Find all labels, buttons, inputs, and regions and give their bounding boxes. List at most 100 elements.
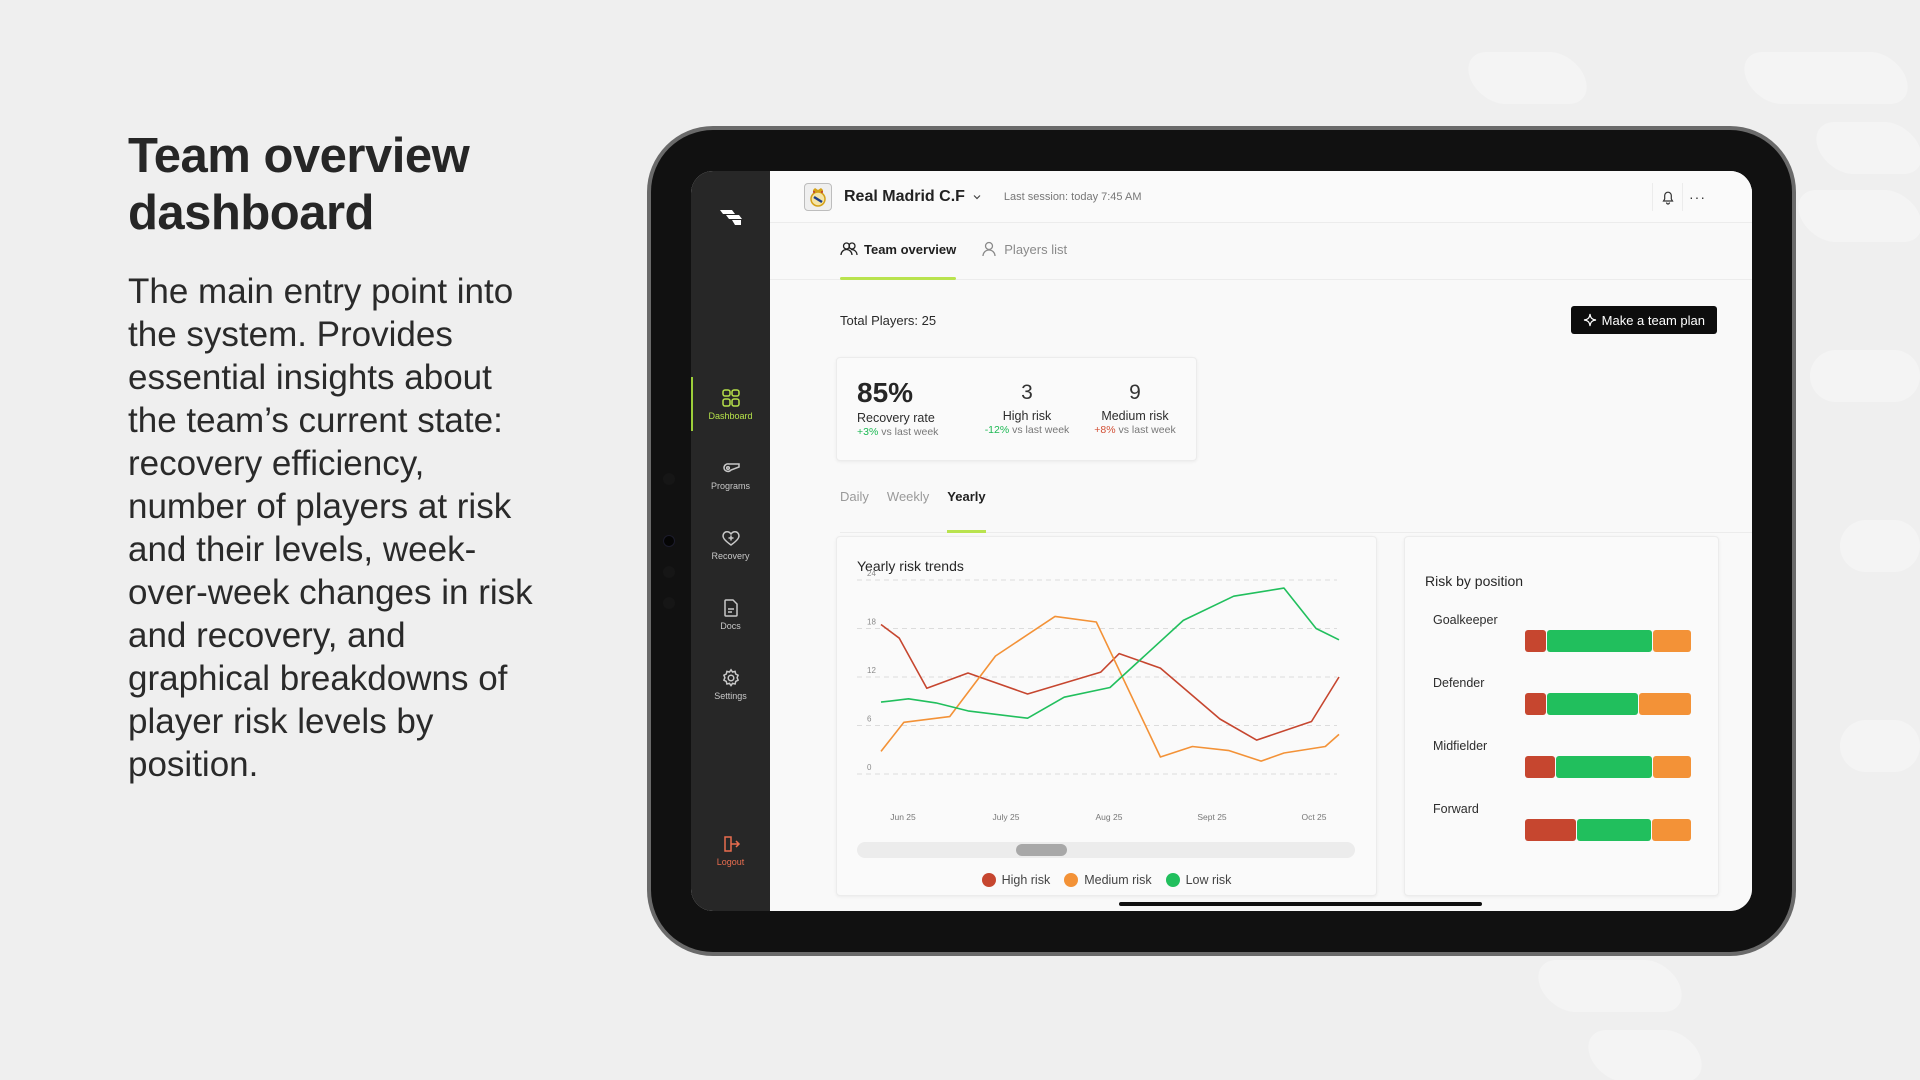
ipad-volume-button [796, 126, 842, 130]
position-row-defender: Defender [1433, 676, 1703, 715]
ipad-volume-button [741, 126, 787, 130]
high-risk-dot-icon [981, 873, 996, 887]
series-line-high-risk [880, 623, 1340, 741]
kpi-card: 85% Recovery rate +3% vs last week 3 Hig… [836, 357, 1197, 461]
risk-stacked-bar[interactable] [1525, 630, 1691, 652]
bell-icon [1661, 191, 1674, 205]
sidebar: Dashboard Programs Recovery [691, 171, 770, 911]
logout-label: Logout [716, 856, 745, 867]
slide-heading: Team overview dashboard [128, 129, 470, 240]
sparkle-icon [1583, 313, 1596, 327]
bar-segment-low-risk[interactable] [1547, 693, 1638, 715]
bar-segment-low-risk[interactable] [1555, 756, 1653, 778]
bar-segment-medium-risk[interactable] [1638, 693, 1691, 715]
bar-segment-high-risk[interactable] [1525, 756, 1555, 778]
y-tick-label: 12 [867, 666, 876, 675]
sidebar-item-dashboard[interactable]: Dashboard [691, 369, 770, 439]
bar-segment-medium-risk[interactable] [1653, 630, 1691, 652]
tab-daily[interactable]: Daily [840, 489, 869, 504]
gear-icon [722, 667, 739, 687]
kpi-label: Medium risk [1101, 409, 1169, 423]
tab-players-list[interactable]: Players list [980, 223, 1067, 279]
plan-button-label: Make a team plan [1601, 312, 1705, 328]
ipad-sensor [663, 566, 675, 578]
chart-legend: High risk Medium risk Low risk [837, 873, 1376, 887]
ipad-sensor [663, 473, 675, 485]
app-logo-icon [720, 210, 742, 225]
chart-scrollbar[interactable] [857, 842, 1355, 858]
heart-plus-icon [721, 530, 740, 546]
risk-stacked-bar[interactable] [1525, 819, 1691, 841]
x-tick-label: Aug 25 [1096, 812, 1123, 822]
tab-yearly[interactable]: Yearly [947, 481, 986, 533]
kpi-delta: -12% vs last week [984, 424, 1070, 436]
kpi-high-risk: 3 High risk -12% vs last week [973, 378, 1081, 460]
main-content: Real Madrid C.F Last session: today 7:45… [770, 171, 1752, 911]
club-name[interactable]: Real Madrid C.F [844, 187, 965, 205]
document-icon [723, 598, 738, 617]
kpi-label: High risk [1002, 409, 1052, 423]
users-icon [840, 242, 858, 256]
legend-low-risk[interactable]: Low risk [1165, 873, 1231, 887]
more-options-button[interactable]: ··· [1682, 183, 1712, 211]
y-tick-label: 0 [867, 763, 872, 772]
user-icon [982, 241, 996, 257]
position-row-midfielder: Midfielder [1433, 739, 1703, 778]
make-team-plan-button[interactable]: Make a team plan [1570, 306, 1717, 334]
kpi-value: 3 [1021, 381, 1033, 404]
slide-copy: Team overview dashboard The main entry p… [128, 128, 548, 786]
bar-segment-high-risk[interactable] [1525, 693, 1547, 715]
x-tick-label: July 25 [993, 812, 1020, 822]
logout-icon [723, 835, 740, 852]
tab-team-overview[interactable]: Team overview [840, 223, 957, 280]
ipad-sensor [663, 597, 675, 609]
position-name: Midfielder [1433, 739, 1488, 753]
line-chart: 0 6 12 18 24 Jun 25 July 25 Aug 25 Sept 25 Oct 25 [857, 569, 1340, 822]
sidebar-nav: Dashboard Programs Recovery [691, 369, 770, 719]
y-tick-label: 6 [867, 715, 872, 724]
risk-by-position-card: Risk by position Goalkeeper Defender Midfi… [1404, 536, 1719, 896]
bar-segment-medium-risk[interactable] [1653, 756, 1691, 778]
kpi-medium-risk: 9 Medium risk +8% vs last week [1081, 378, 1189, 460]
sidebar-item-programs[interactable]: Programs [691, 439, 770, 509]
kpi-delta: +3% vs last week [857, 426, 939, 438]
home-indicator [1119, 902, 1482, 906]
position-name: Goalkeeper [1433, 613, 1498, 627]
position-row-goalkeeper: Goalkeeper [1433, 613, 1703, 652]
sidebar-item-settings[interactable]: Settings [691, 649, 770, 719]
x-tick-label: Sept 25 [1197, 812, 1227, 822]
chevron-down-icon[interactable] [972, 192, 982, 202]
sidebar-item-label: Docs [720, 620, 741, 631]
bar-segment-medium-risk[interactable] [1651, 819, 1691, 841]
yearly-risk-trends-card: Yearly risk trends 0 6 12 18 24 Jun 25 July 25… [836, 536, 1377, 896]
notifications-button[interactable] [1652, 183, 1682, 211]
sidebar-item-label: Dashboard [708, 410, 753, 421]
legend-medium-risk[interactable]: Medium risk [1064, 873, 1152, 887]
tab-weekly[interactable]: Weekly [886, 489, 930, 504]
position-name: Forward [1433, 802, 1479, 816]
bar-segment-high-risk[interactable] [1525, 819, 1576, 841]
app-screen: Dashboard Programs Recovery [691, 171, 1752, 911]
kpi-value: 85% [857, 377, 914, 408]
sidebar-item-docs[interactable]: Docs [691, 579, 770, 649]
kpi-delta: +8% vs last week [1094, 424, 1176, 436]
legend-high-risk[interactable]: High risk [981, 873, 1050, 887]
position-row-forward: Forward [1433, 802, 1703, 841]
bar-segment-high-risk[interactable] [1525, 630, 1547, 652]
logout-button[interactable]: Logout [691, 815, 770, 885]
kpi-value: 9 [1129, 381, 1141, 404]
sidebar-item-recovery[interactable]: Recovery [691, 509, 770, 579]
x-tick-label: Jun 25 [890, 812, 916, 822]
more-icon: ··· [1689, 189, 1706, 205]
tab-label: Team overview [864, 241, 957, 257]
risk-stacked-bar[interactable] [1525, 693, 1691, 715]
top-actions: ··· [1652, 183, 1712, 211]
series-line-low-risk [880, 587, 1340, 719]
chart-scroll-thumb[interactable] [1016, 844, 1067, 856]
risk-stacked-bar[interactable] [1525, 756, 1691, 778]
club-crest-icon [804, 182, 832, 211]
dashboard-grid-icon [721, 388, 740, 407]
bar-segment-low-risk[interactable] [1547, 630, 1653, 652]
period-tabs: Daily Weekly Yearly [840, 481, 1752, 533]
bar-segment-low-risk[interactable] [1576, 819, 1651, 841]
